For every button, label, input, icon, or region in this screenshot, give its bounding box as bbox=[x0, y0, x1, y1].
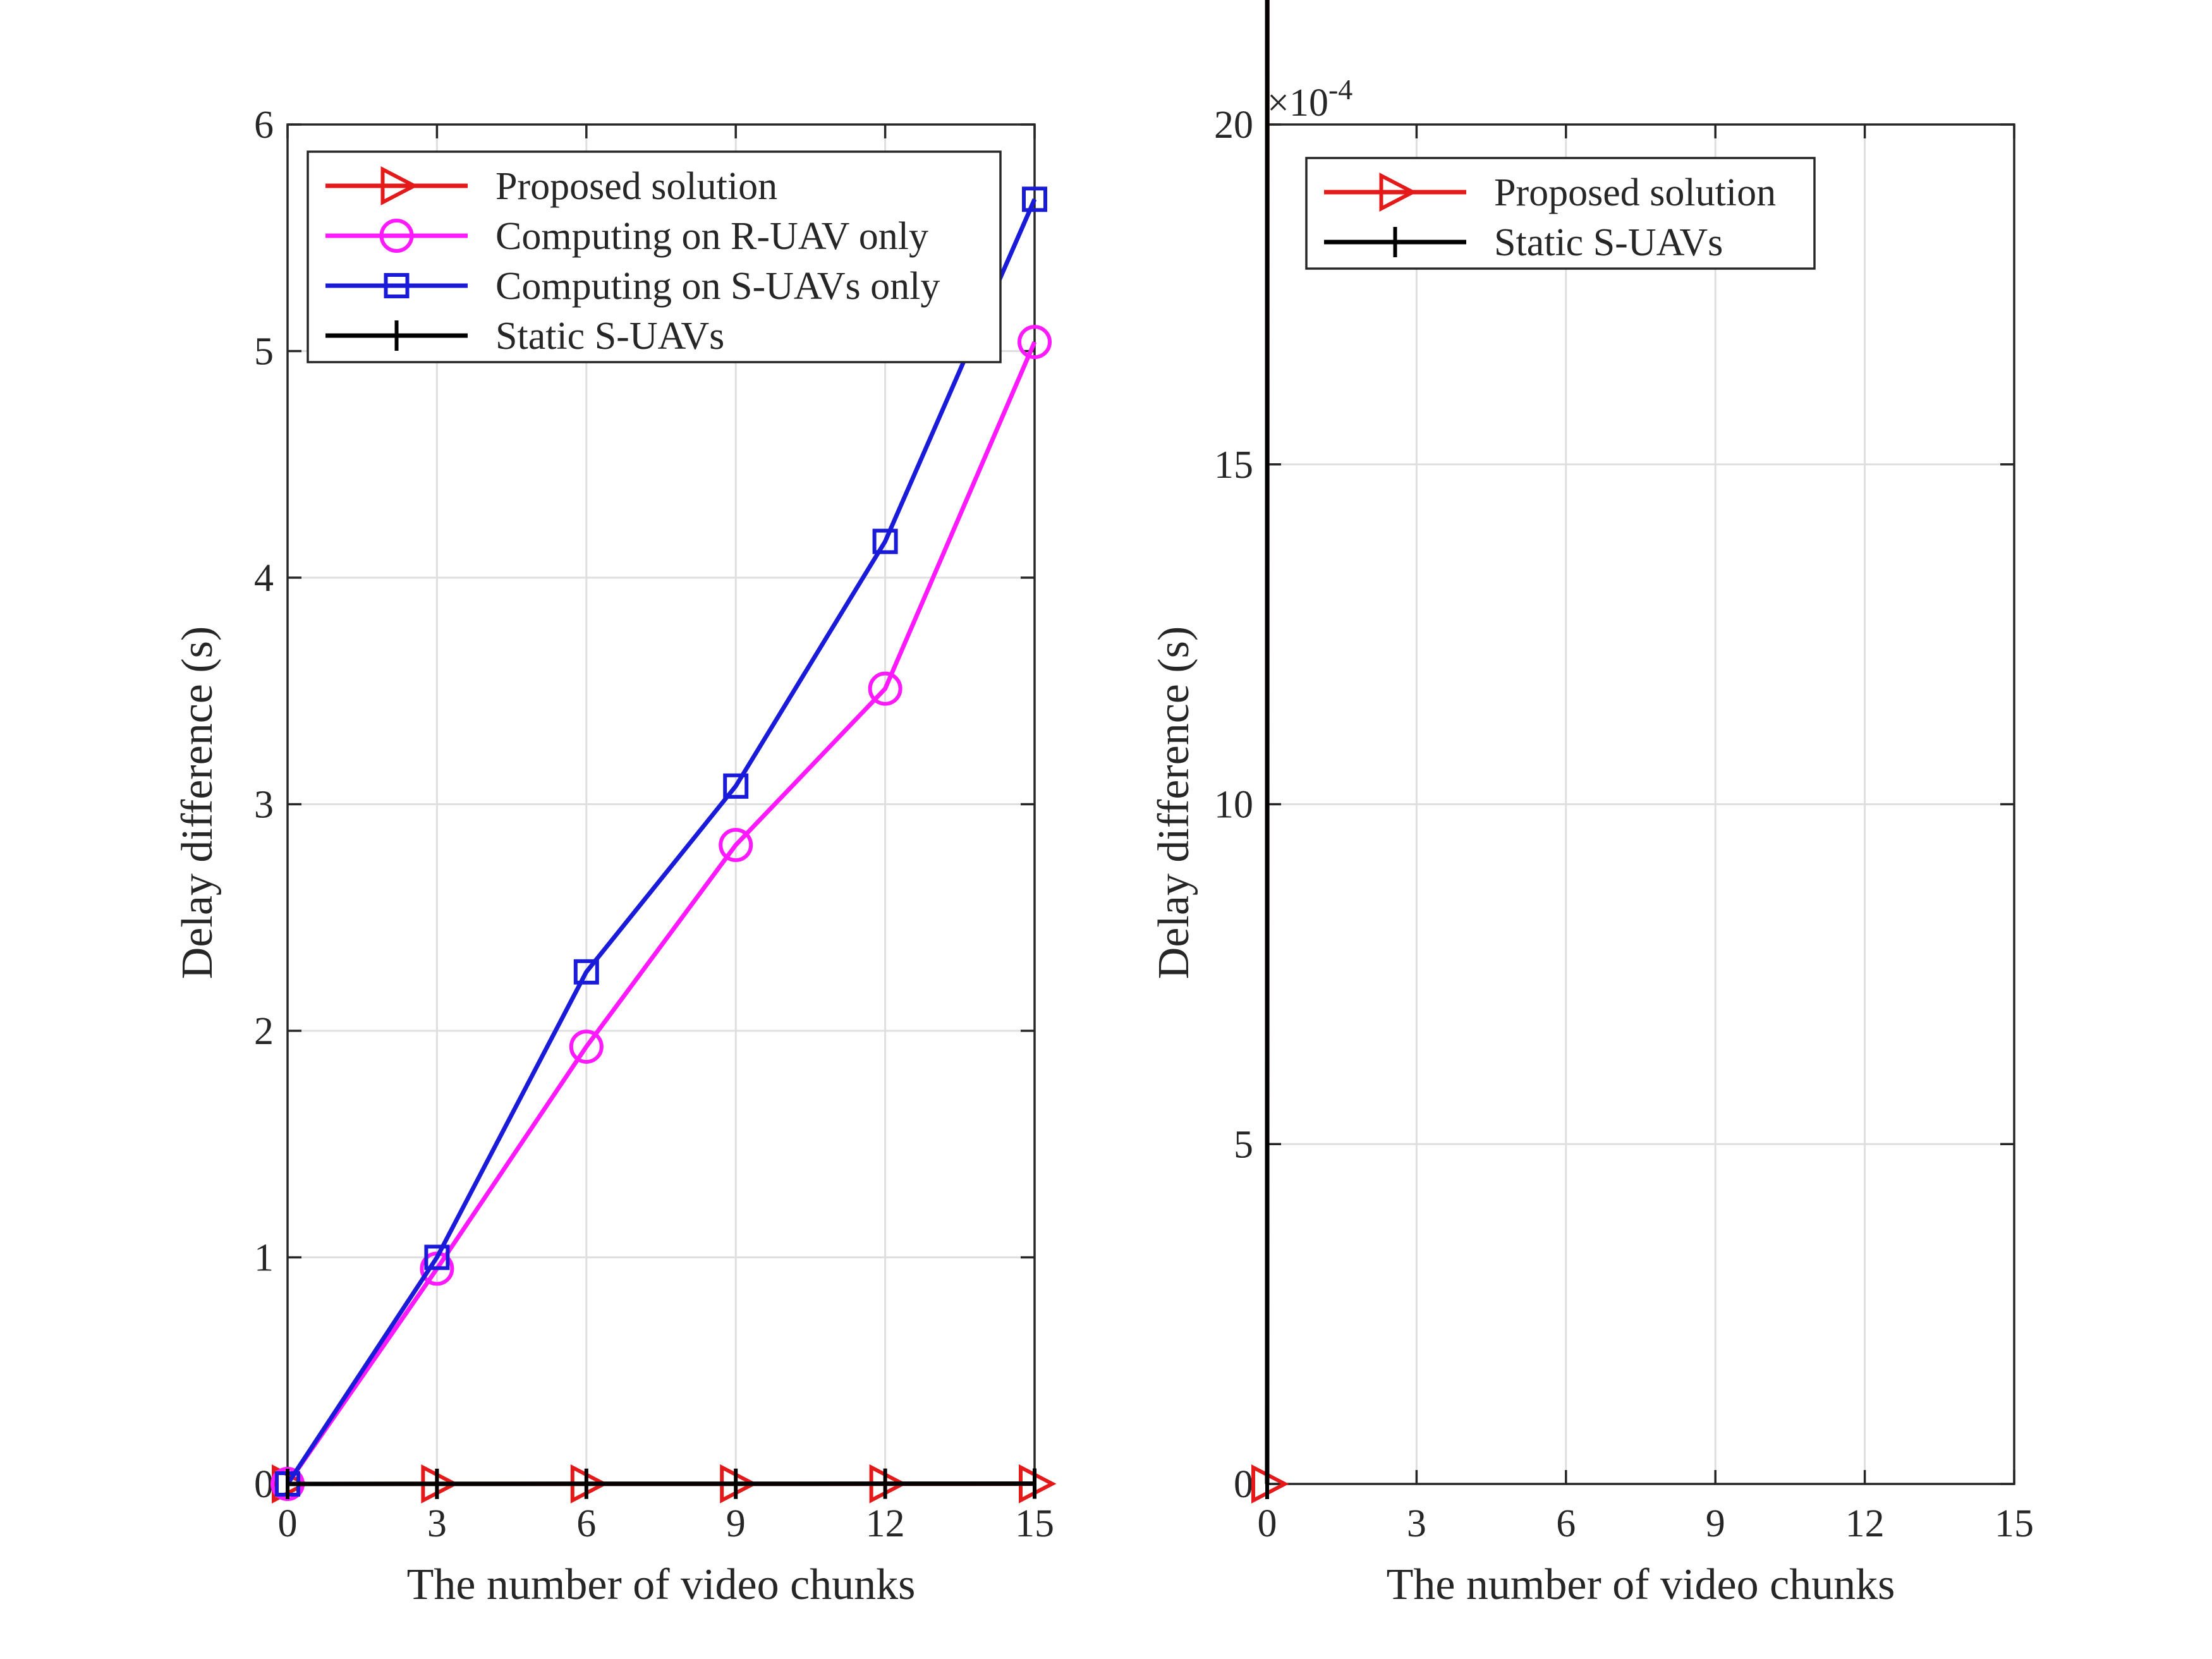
right-y-tick-label: 20 bbox=[1214, 104, 1253, 147]
left-legend-marker-0 bbox=[380, 166, 419, 205]
left-y-tick-label: 5 bbox=[254, 331, 274, 374]
right-x-tick-label: 9 bbox=[1706, 1502, 1725, 1545]
right-y-tick-label: 0 bbox=[1234, 1463, 1253, 1506]
left-y-tick-label: 1 bbox=[254, 1237, 274, 1280]
left-legend-marker-2 bbox=[384, 273, 410, 298]
left-legend-label-0: Proposed solution bbox=[495, 165, 777, 208]
right-x-axis-label: The number of video chunks bbox=[1387, 1560, 1895, 1609]
left-legend-box bbox=[307, 150, 1002, 363]
right-legend-label-0: Proposed solution bbox=[1494, 171, 1776, 214]
right-x-tick-label: 6 bbox=[1556, 1502, 1576, 1545]
right-y-tick-label: 15 bbox=[1214, 444, 1253, 487]
left-x-tick-label: 15 bbox=[1015, 1502, 1054, 1545]
left-y-axis-label: Delay difference (s) bbox=[173, 626, 222, 979]
y-multiplier-exponent: -4 bbox=[1328, 73, 1352, 106]
right-legend-marker-0 bbox=[1379, 173, 1418, 212]
right-legend-box bbox=[1305, 157, 1816, 270]
right-chart-y-multiplier: ×10-4 bbox=[1267, 73, 1352, 125]
left-series-2-point bbox=[872, 528, 898, 554]
right-y-axis-label: Delay difference (s) bbox=[1150, 626, 1198, 979]
left-series-2-point bbox=[573, 959, 599, 985]
left-series-2-point bbox=[424, 1244, 450, 1270]
left-series-1-point bbox=[1018, 325, 1052, 360]
left-series-line-1 bbox=[286, 341, 1037, 1485]
right-x-tick-label: 0 bbox=[1258, 1502, 1277, 1545]
left-y-tick-label: 4 bbox=[254, 557, 274, 600]
left-x-tick-label: 3 bbox=[427, 1502, 447, 1545]
right-y-tick-label: 5 bbox=[1234, 1123, 1253, 1166]
left-y-tick-label: 6 bbox=[254, 104, 274, 147]
y-multiplier-base: ×10 bbox=[1267, 82, 1328, 125]
left-x-axis-label: The number of video chunks bbox=[407, 1560, 916, 1609]
left-series-1-point bbox=[719, 828, 753, 863]
left-y-tick-label: 3 bbox=[254, 784, 274, 827]
left-series-1-point bbox=[868, 671, 902, 706]
right-x-tick-label: 15 bbox=[1995, 1502, 2034, 1545]
right-x-tick-label: 3 bbox=[1407, 1502, 1426, 1545]
left-series-1-point bbox=[569, 1030, 604, 1064]
right-x-tick-label: 12 bbox=[1845, 1502, 1885, 1545]
left-x-tick-label: 6 bbox=[576, 1502, 596, 1545]
left-legend-label-2: Computing on S-UAVs only bbox=[495, 265, 940, 308]
left-y-tick-label: 0 bbox=[254, 1463, 274, 1506]
right-chart-panel: 0 3 6 9 12 15 0 5 10 15 20 The number of video chun… bbox=[1150, 0, 2034, 1609]
left-series-line-3 bbox=[287, 1481, 1035, 1486]
right-y-tick-label: 10 bbox=[1214, 784, 1253, 827]
right-legend-label-1: Static S-UAVs bbox=[1494, 221, 1723, 264]
left-series-2-point bbox=[723, 773, 749, 799]
left-legend-label-3: Static S-UAVs bbox=[495, 315, 724, 358]
left-legend-label-1: Computing on R-UAV only bbox=[495, 215, 928, 258]
left-series-2-point bbox=[1022, 186, 1047, 212]
left-x-tick-label: 0 bbox=[278, 1502, 298, 1545]
left-legend-marker-1 bbox=[379, 219, 414, 253]
left-series-line-2 bbox=[286, 198, 1037, 1485]
left-x-tick-label: 12 bbox=[866, 1502, 905, 1545]
left-y-tick-label: 2 bbox=[254, 1010, 274, 1053]
left-x-tick-label: 9 bbox=[726, 1502, 746, 1545]
